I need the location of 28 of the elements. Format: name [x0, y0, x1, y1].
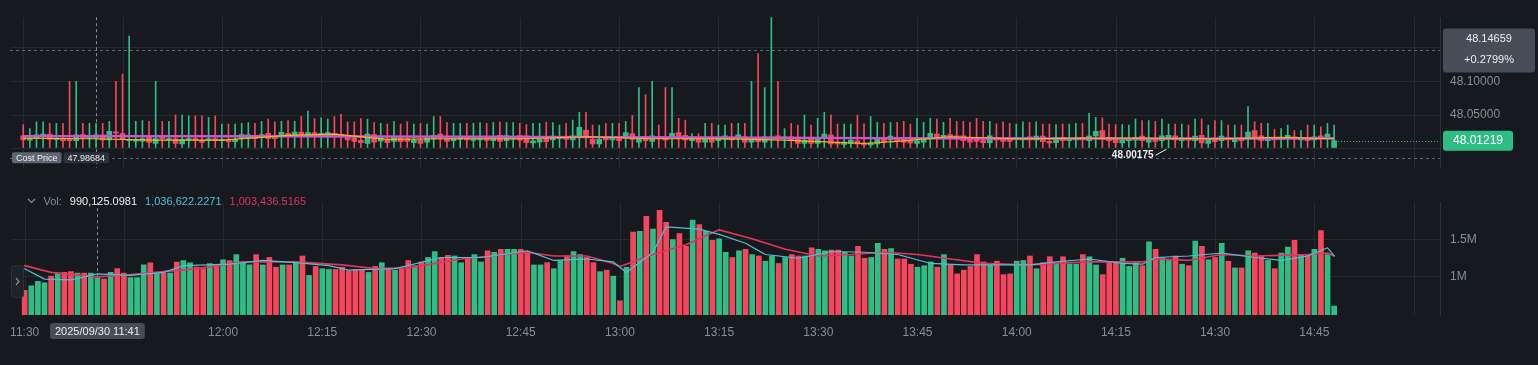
- annotation: 1,003,436.5165: [229, 195, 306, 208]
- x-tick-label: 11:30: [10, 324, 40, 339]
- annotation: 990,125.0981: [69, 195, 138, 208]
- x-tick-label: 13:45: [902, 324, 933, 339]
- x-tick-label: 12:30: [406, 324, 437, 339]
- y-tick-label: 48.10000: [1450, 73, 1501, 88]
- ref-line-label: Cost Price: [16, 152, 58, 163]
- ref-line-label: 48.14659: [1466, 32, 1512, 45]
- annotation: 1,036,622.2271: [145, 195, 222, 208]
- x-tick-label: 14:00: [1001, 324, 1033, 339]
- x-tick-label: 14:15: [1100, 324, 1132, 339]
- y-tick-label: 1.5M: [1450, 231, 1477, 246]
- y-tick-label: 1M: [1450, 269, 1467, 284]
- annotation: 47.98684: [67, 152, 106, 163]
- x-tick-label: 13:15: [704, 324, 735, 339]
- text: +0.2799%: [1464, 53, 1515, 66]
- x-tick-label: 13:30: [803, 324, 834, 339]
- x-tick-label: 12:15: [307, 324, 338, 339]
- x-tick-label: 12:45: [505, 324, 537, 339]
- x-tick-label: 14:45: [1299, 324, 1330, 339]
- y-tick-label: 48.05000: [1450, 107, 1501, 122]
- chart-title: Vol:: [43, 195, 62, 208]
- annotation: 48.00175: [1111, 148, 1154, 160]
- x-tick-label: 14:30: [1200, 324, 1231, 339]
- ref-line-label: 2025/09/30 11:41: [55, 324, 140, 337]
- x-tick-label: 13:00: [604, 324, 636, 339]
- x-tick-label: 12:00: [208, 324, 239, 339]
- annotation: 48.01219: [1452, 133, 1504, 148]
